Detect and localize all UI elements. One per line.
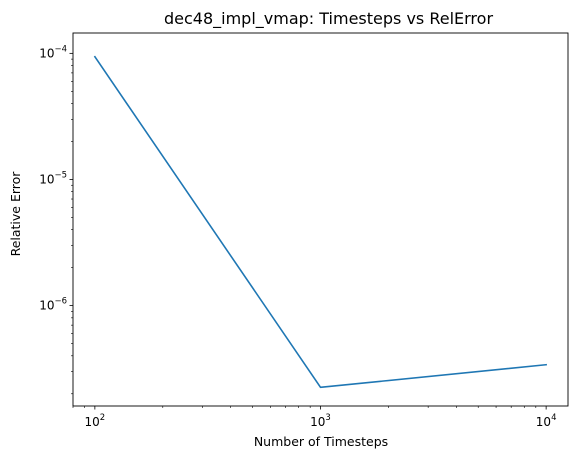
y-minor-ticks	[71, 58, 73, 395]
x-tick-label: 102	[85, 413, 106, 429]
data-lines	[93, 55, 548, 389]
series-line	[93, 55, 548, 389]
x-minor-ticks	[72, 406, 537, 408]
plot-area	[72, 32, 569, 407]
y-axis-label: Relative Error	[8, 171, 23, 257]
x-tick-label: 103	[310, 413, 331, 429]
x-tick-label: 104	[536, 413, 557, 429]
x-axis-ticks: 102 103 104	[85, 406, 557, 429]
x-axis-label: Number of Timesteps	[254, 434, 388, 449]
y-tick-label: 10−6	[39, 297, 67, 313]
y-tick-label: 10−4	[39, 44, 67, 60]
y-tick-label: 10−5	[39, 170, 67, 186]
y-axis-ticks: 10−6 10−5 10−4	[39, 44, 73, 313]
chart-title: dec48_impl_vmap: Timesteps vs RelError	[164, 9, 493, 29]
